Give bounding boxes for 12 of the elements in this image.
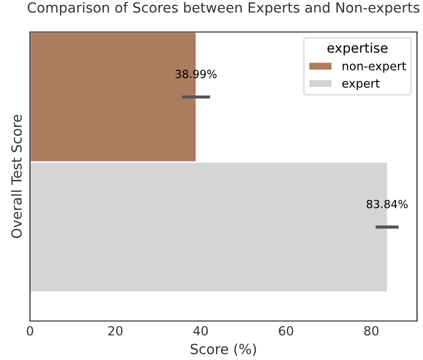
- data-label: 83.84%: [366, 200, 408, 208]
- legend-label: non-expert: [342, 62, 406, 73]
- x-tick-label: 80: [364, 326, 378, 336]
- x-tick-label: 0: [26, 326, 34, 336]
- x-axis-title: Score (%): [190, 344, 256, 356]
- x-tick-label: 20: [108, 326, 122, 336]
- y-axis-title: Overall Test Score: [11, 114, 22, 238]
- legend-label: expert: [342, 79, 380, 90]
- x-tick-label: 40: [193, 326, 208, 336]
- chart-title: Comparison of Scores between Experts and Non-experts: [28, 2, 420, 16]
- x-tick-label: 60: [278, 326, 294, 336]
- legend-title: expertise: [327, 42, 388, 56]
